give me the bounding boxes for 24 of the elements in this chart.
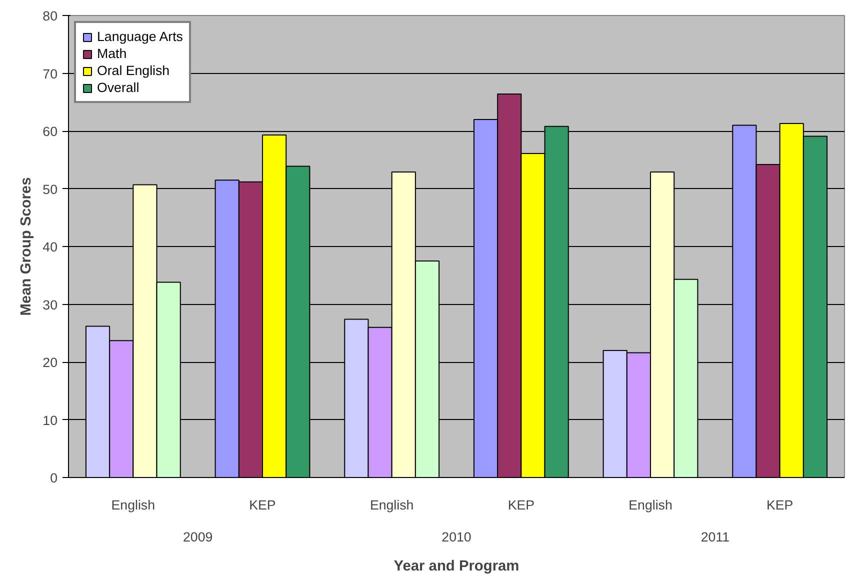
legend-label: Overall	[97, 80, 140, 95]
x-tick-label: KEP	[249, 498, 276, 512]
y-tick-label: 80	[42, 8, 58, 24]
x-tick-label: English	[370, 498, 414, 512]
x-axis-title: Year and Program	[394, 558, 520, 574]
y-tick-label: 40	[42, 240, 58, 254]
x-tick-label: English	[111, 498, 156, 512]
x-tick-label: KEP	[766, 498, 794, 512]
legend-label: Oral English	[97, 63, 170, 78]
y-tick-label: 10	[42, 412, 58, 428]
y-tick-label: 20	[42, 355, 58, 370]
text: 2011	[700, 530, 730, 544]
legend-label: Math	[97, 46, 127, 61]
y-tick-label: 30	[42, 297, 58, 312]
y-axis-title: Mean Group Scores	[18, 177, 35, 316]
y-tick-label: 50	[42, 182, 58, 197]
y-tick-label: 0	[50, 470, 58, 486]
x-tick-label: English	[628, 498, 672, 512]
text: 2010	[442, 530, 472, 544]
y-tick-label: 60	[42, 124, 58, 139]
text: 2009	[183, 530, 213, 544]
x-tick-label: KEP	[508, 498, 535, 512]
y-tick-label: 70	[42, 66, 58, 82]
legend-label: Language Arts	[97, 29, 183, 44]
